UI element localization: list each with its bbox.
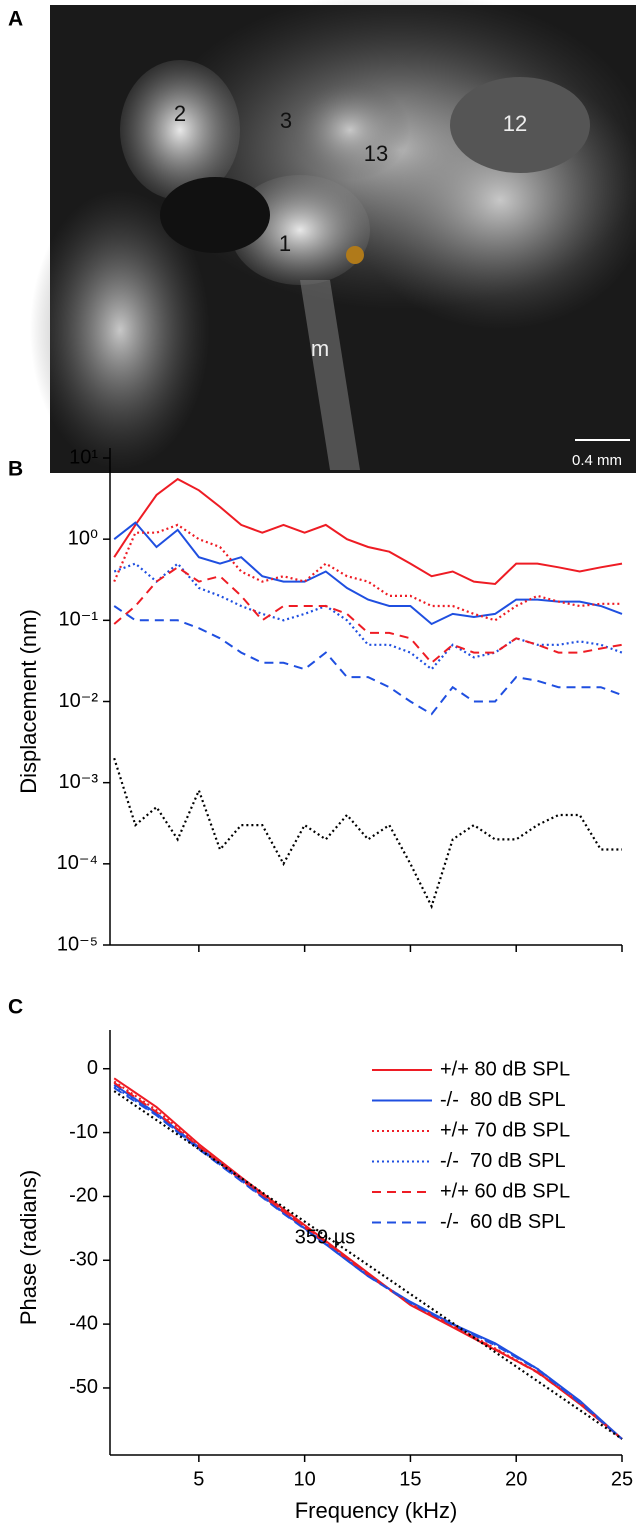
series-line (113, 523, 622, 622)
x-tick-label: 25 (611, 1468, 633, 1490)
y-tick-label: 10⁰ (68, 527, 98, 549)
panel-label: A (8, 8, 23, 31)
y-tick-label: 10⁻² (59, 690, 99, 712)
photo-label: 3 (280, 108, 292, 133)
legend-label: -/- 80 dB SPL (440, 1089, 566, 1111)
series-line (113, 605, 623, 716)
legend-label: -/- 70 dB SPL (440, 1150, 566, 1172)
y-tick-label: -50 (69, 1376, 98, 1398)
y-axis-title: Displacement (nm) (16, 609, 41, 794)
y-tick-label: 10⁻⁴ (57, 852, 98, 874)
series-line (113, 521, 623, 626)
y-tick-label: 10⁻⁵ (57, 933, 98, 955)
y-tick-label: 10¹ (69, 446, 98, 468)
y-tick-label: 10⁻³ (59, 771, 99, 793)
legend-label: +/+ 60 dB SPL (440, 1180, 570, 1202)
series-line (113, 1080, 623, 1440)
y-tick-label: -20 (69, 1185, 98, 1207)
x-tick-label: 15 (399, 1468, 421, 1490)
y-tick-label: 0 (87, 1057, 98, 1079)
legend-label: +/+ 80 dB SPL (440, 1058, 570, 1080)
series-line (113, 566, 623, 665)
photo-label: 13 (364, 141, 388, 166)
series-line (113, 562, 623, 671)
series-line (113, 477, 623, 586)
panel-label: C (8, 996, 23, 1019)
scale-bar-label: 0.4 mm (572, 452, 622, 469)
series-line (113, 1087, 623, 1440)
x-axis-title: Frequency (kHz) (295, 1498, 458, 1523)
photo-label: m (311, 336, 329, 361)
photo (30, 0, 636, 473)
photo-label: 1 (279, 231, 291, 256)
x-tick-label: 10 (294, 1468, 316, 1490)
panel-label: B (8, 458, 23, 481)
series-line (113, 757, 622, 910)
legend-label: +/+ 70 dB SPL (440, 1119, 570, 1141)
x-tick-label: 5 (193, 1468, 204, 1490)
photo-label: 12 (503, 111, 527, 136)
annotation: 359 µs (295, 1226, 355, 1248)
y-tick-label: -10 (69, 1121, 98, 1143)
y-tick-label: -30 (69, 1249, 98, 1271)
y-tick-label: 10⁻¹ (59, 609, 99, 631)
y-tick-label: -40 (69, 1312, 98, 1334)
photo-label: 2 (174, 101, 186, 126)
y-axis-title: Phase (radians) (16, 1170, 41, 1325)
x-tick-label: 20 (505, 1468, 527, 1490)
legend-label: -/- 60 dB SPL (440, 1211, 566, 1233)
